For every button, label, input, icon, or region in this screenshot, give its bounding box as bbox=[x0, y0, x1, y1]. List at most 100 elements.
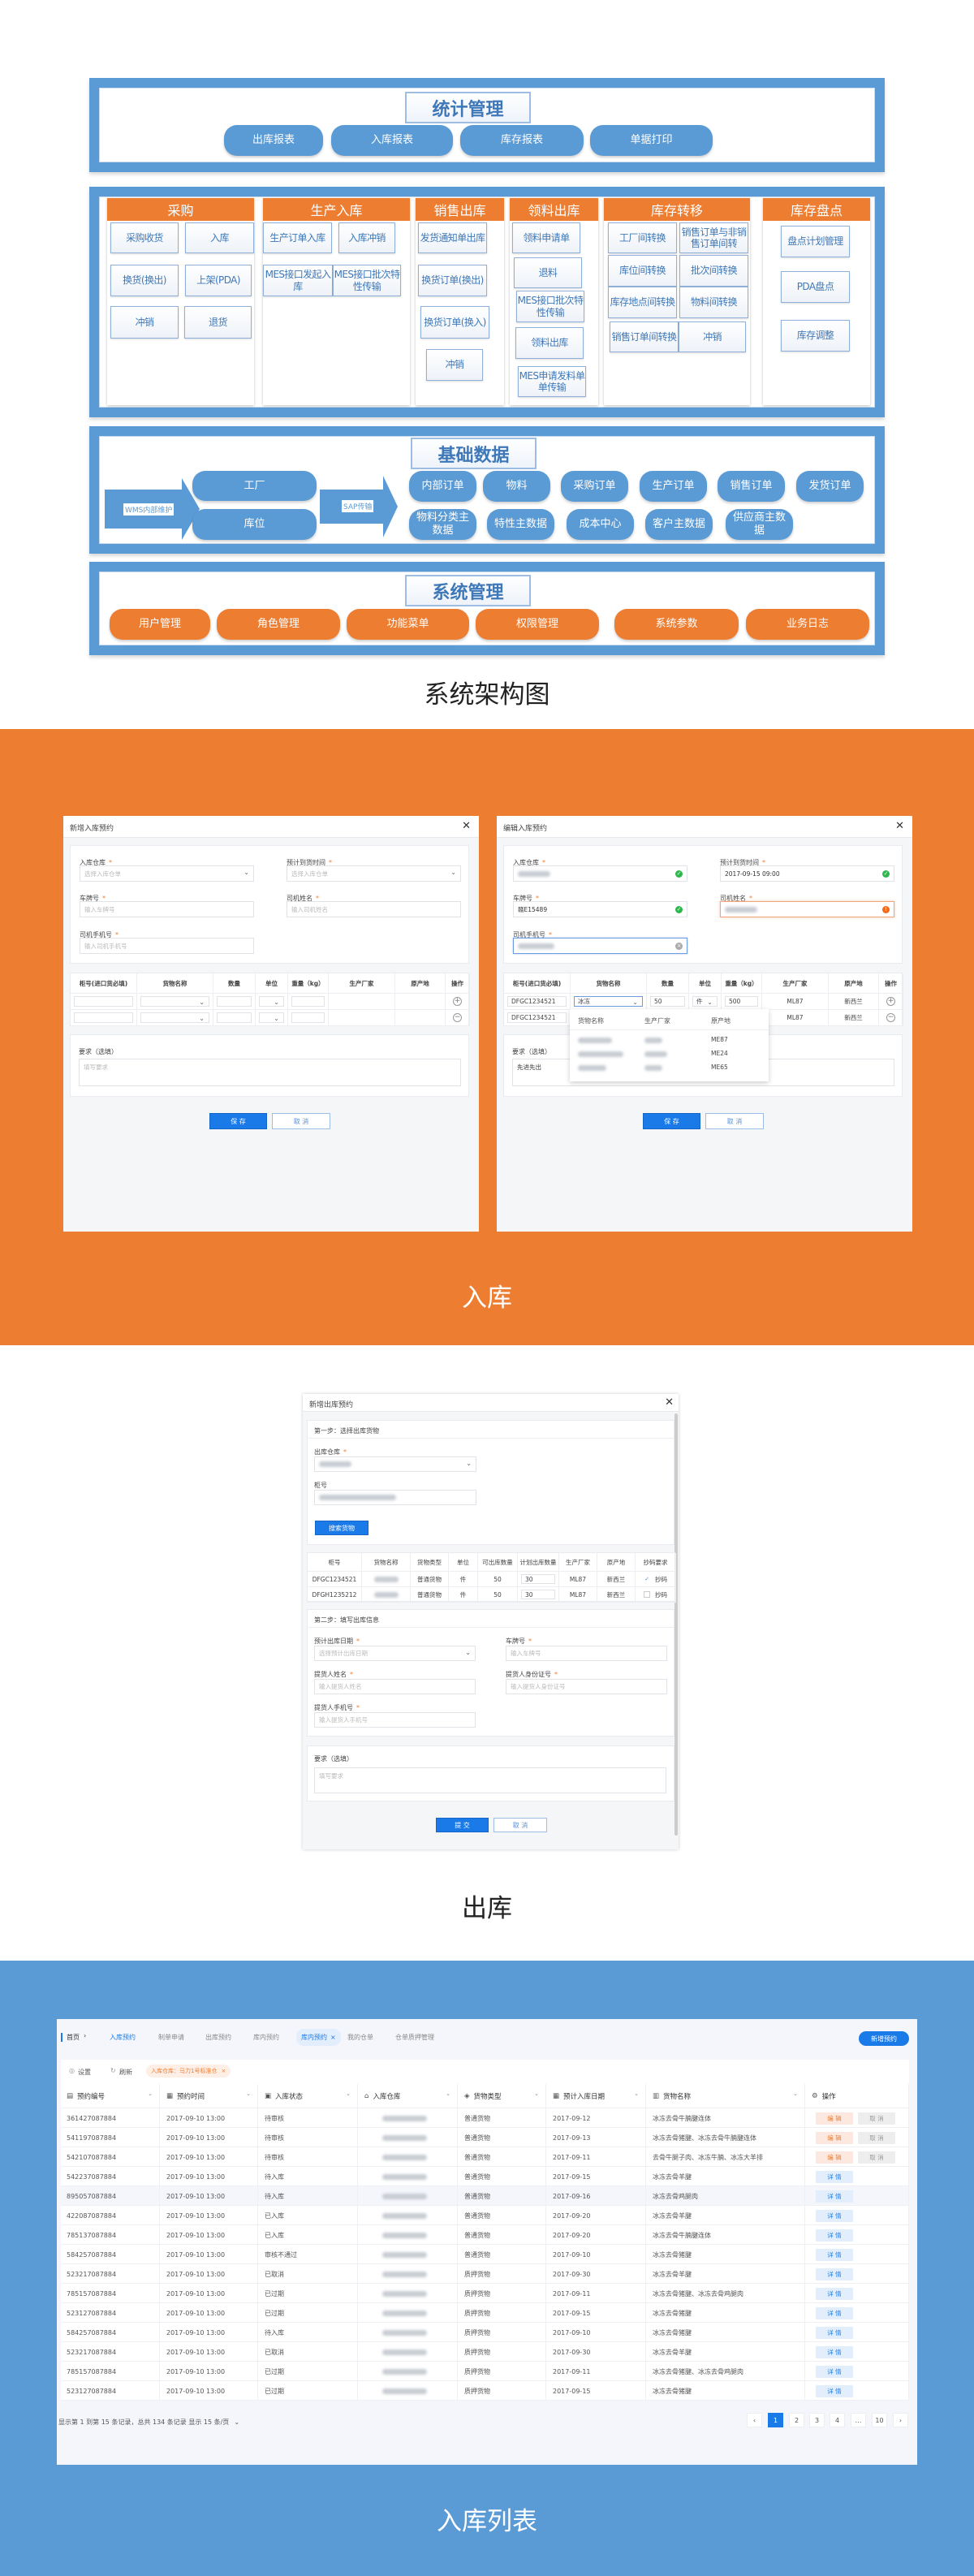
detail-button[interactable]: 详 情 bbox=[816, 2345, 853, 2358]
column-header[interactable]: ▦ 预约时间 ⌄ bbox=[160, 2084, 258, 2108]
goods-input[interactable] bbox=[291, 996, 325, 1007]
cancel-button[interactable]: 取 消 bbox=[858, 2112, 895, 2125]
table-row[interactable]: 542237087884 2017-09-10 13:00 待入库 普通货物 2017-… bbox=[61, 2167, 909, 2186]
filter-tag[interactable]: 入库仓库：马力1号标准仓 × bbox=[146, 2065, 231, 2078]
detail-button[interactable]: 详 情 bbox=[816, 2248, 853, 2261]
table-row[interactable]: 422087087884 2017-09-10 13:00 已入库 普通货物 2017-… bbox=[61, 2206, 909, 2225]
module-item[interactable]: PDA盘点 bbox=[781, 271, 850, 303]
table-row[interactable]: 523217087884 2017-09-10 13:00 已取消 质押货物 2017-… bbox=[61, 2264, 909, 2284]
goods-select[interactable]: ⌄ bbox=[140, 1012, 209, 1023]
table-row[interactable]: 785137087884 2017-09-10 13:00 已入库 普通货物 2017-… bbox=[61, 2225, 909, 2245]
close-icon[interactable]: ✕ bbox=[895, 820, 904, 832]
base-data-item[interactable]: 成本中心 bbox=[567, 509, 634, 540]
add-row-icon[interactable]: + bbox=[886, 997, 895, 1006]
module-item[interactable]: MES接口发起入库 bbox=[263, 265, 333, 296]
sort-chevron-icon[interactable]: ⌄ bbox=[148, 2091, 153, 2097]
base-data-item[interactable]: 内部订单 bbox=[409, 471, 476, 502]
system-item[interactable]: 用户管理 bbox=[110, 609, 210, 640]
refresh-icon[interactable]: ↻ bbox=[110, 2067, 116, 2074]
detail-button[interactable]: 详 情 bbox=[816, 2170, 853, 2183]
cancel-button[interactable]: 取 消 bbox=[272, 1113, 330, 1129]
submit-button[interactable]: 提 交 bbox=[436, 1818, 489, 1832]
prev-page-button[interactable]: ‹ bbox=[747, 2413, 762, 2427]
close-icon[interactable]: ✕ bbox=[462, 820, 471, 832]
module-item[interactable]: 入库 bbox=[185, 222, 254, 253]
nav-tab[interactable]: 我的仓单 bbox=[347, 2033, 373, 2042]
goods-input[interactable] bbox=[74, 996, 133, 1007]
detail-button[interactable]: 详 情 bbox=[816, 2190, 853, 2203]
table-row[interactable]: 584257087884 2017-09-10 13:00 审核不通过 普通货物 201… bbox=[61, 2245, 909, 2264]
save-button[interactable]: 保 存 bbox=[209, 1113, 267, 1129]
goods-select[interactable]: 件 ⌄ bbox=[692, 996, 718, 1007]
module-item[interactable]: MES接口批次特性传输 bbox=[516, 291, 584, 322]
system-item[interactable]: 系统参数 bbox=[614, 609, 739, 640]
table-row[interactable]: 361427087884 2017-09-10 13:00 待审核 普通货物 2017-… bbox=[61, 2108, 909, 2128]
module-item[interactable]: MES接口批次特性传输 bbox=[333, 265, 401, 296]
input-field[interactable]: 输入提货人姓名 bbox=[314, 1679, 476, 1694]
module-item[interactable]: 盘点计划管理 bbox=[781, 226, 850, 257]
column-header[interactable]: ⚙ 操作 bbox=[805, 2084, 909, 2108]
column-header[interactable]: ▤ 预约编号 ⌄ bbox=[60, 2084, 160, 2108]
sort-chevron-icon[interactable]: ⌄ bbox=[793, 2091, 798, 2097]
close-filter-icon[interactable]: × bbox=[221, 2068, 226, 2074]
detail-button[interactable]: 详 情 bbox=[816, 2384, 853, 2397]
module-item[interactable]: 退料 bbox=[514, 257, 582, 288]
cancel-button[interactable]: 取 消 bbox=[858, 2131, 895, 2144]
dropdown-option[interactable]: ME24 bbox=[570, 1047, 769, 1061]
settings-icon[interactable]: ◎ bbox=[69, 2067, 75, 2074]
next-page-button[interactable]: › bbox=[893, 2413, 908, 2427]
goods-select[interactable]: ⌄ bbox=[259, 996, 284, 1007]
edit-button[interactable]: 编 辑 bbox=[816, 2131, 853, 2144]
checkbox-checked[interactable]: ✓ bbox=[644, 1576, 649, 1582]
input-field[interactable]: 赣E15489 ✓ bbox=[513, 901, 687, 917]
select-field[interactable]: 选择入库仓单 ⌄ bbox=[80, 865, 254, 882]
system-item[interactable]: 业务日志 bbox=[746, 609, 869, 640]
system-item[interactable]: 权限管理 bbox=[476, 609, 599, 640]
goods-input[interactable]: 50 bbox=[650, 996, 685, 1007]
module-item[interactable]: 上架(PDA) bbox=[185, 265, 252, 296]
module-item[interactable]: 销售订单间转换 bbox=[610, 321, 679, 352]
goods-input[interactable]: DFGC1234521 bbox=[507, 1012, 567, 1023]
module-item[interactable]: 换货订单(换出) bbox=[418, 265, 487, 296]
page-button[interactable]: 10 bbox=[872, 2413, 887, 2427]
module-item[interactable]: 冲销 bbox=[679, 321, 746, 352]
stats-item[interactable]: 入库报表 bbox=[331, 125, 453, 156]
nav-tab[interactable]: 制单申请 bbox=[158, 2033, 184, 2042]
remark-textarea[interactable]: 填写要求 bbox=[79, 1059, 461, 1086]
save-button[interactable]: 保 存 bbox=[643, 1113, 700, 1129]
breadcrumb-home[interactable]: 首页 bbox=[67, 2034, 80, 2041]
refresh-button[interactable]: 刷新 bbox=[119, 2069, 132, 2076]
detail-button[interactable]: 详 情 bbox=[816, 2365, 853, 2378]
goods-select[interactable]: ⌄ bbox=[259, 1012, 284, 1023]
warehouse-select[interactable]: ⌄ bbox=[314, 1456, 476, 1472]
table-row[interactable]: 785157087884 2017-09-10 13:00 已过期 质押货物 2017-… bbox=[61, 2284, 909, 2303]
input-field[interactable]: ! bbox=[720, 901, 894, 917]
clear-icon[interactable]: × bbox=[675, 943, 683, 950]
base-data-item[interactable]: 供应商主数据 bbox=[726, 509, 793, 540]
module-item[interactable]: 领料出库 bbox=[515, 327, 584, 359]
table-row[interactable]: 523217087884 2017-09-10 13:00 已取消 质押货物 2017-… bbox=[61, 2342, 909, 2362]
checkbox-unchecked[interactable] bbox=[644, 1591, 650, 1598]
page-button[interactable]: 1 bbox=[768, 2413, 783, 2427]
page-button[interactable]: 3 bbox=[809, 2413, 825, 2427]
base-data-item[interactable]: 特性主数据 bbox=[487, 509, 554, 540]
planned-quantity-input[interactable]: 30 bbox=[521, 1590, 555, 1599]
settings-button[interactable]: 设置 bbox=[78, 2069, 91, 2076]
remark-textarea[interactable]: 填写要求 bbox=[314, 1767, 666, 1793]
location-item[interactable]: 库位 bbox=[192, 509, 317, 540]
input-field[interactable]: 输入司机姓名 bbox=[287, 901, 461, 917]
select-field[interactable]: 选择预计出库日期 ⌄ bbox=[314, 1646, 476, 1661]
column-header[interactable]: ▥ 货物名称 ⌄ bbox=[646, 2084, 805, 2108]
system-item[interactable]: 功能菜单 bbox=[347, 609, 469, 640]
input-field[interactable]: 输入车牌号 bbox=[506, 1646, 667, 1661]
table-row[interactable]: 523127087884 2017-09-10 13:00 已过期 质押货物 2017-… bbox=[61, 2303, 909, 2323]
remove-row-icon[interactable]: − bbox=[453, 1013, 462, 1022]
stats-item[interactable]: 出库报表 bbox=[224, 125, 323, 156]
detail-button[interactable]: 详 情 bbox=[816, 2209, 853, 2222]
nav-tab[interactable]: 入库预约 bbox=[110, 2033, 136, 2042]
module-item[interactable]: 冲销 bbox=[426, 349, 483, 381]
detail-button[interactable]: 详 情 bbox=[816, 2326, 853, 2339]
edit-button[interactable]: 编 辑 bbox=[816, 2112, 853, 2125]
table-row[interactable]: 785157087884 2017-09-10 13:00 已过期 质押货物 2017-… bbox=[61, 2362, 909, 2381]
module-item[interactable]: 工厂间转换 bbox=[608, 222, 677, 253]
